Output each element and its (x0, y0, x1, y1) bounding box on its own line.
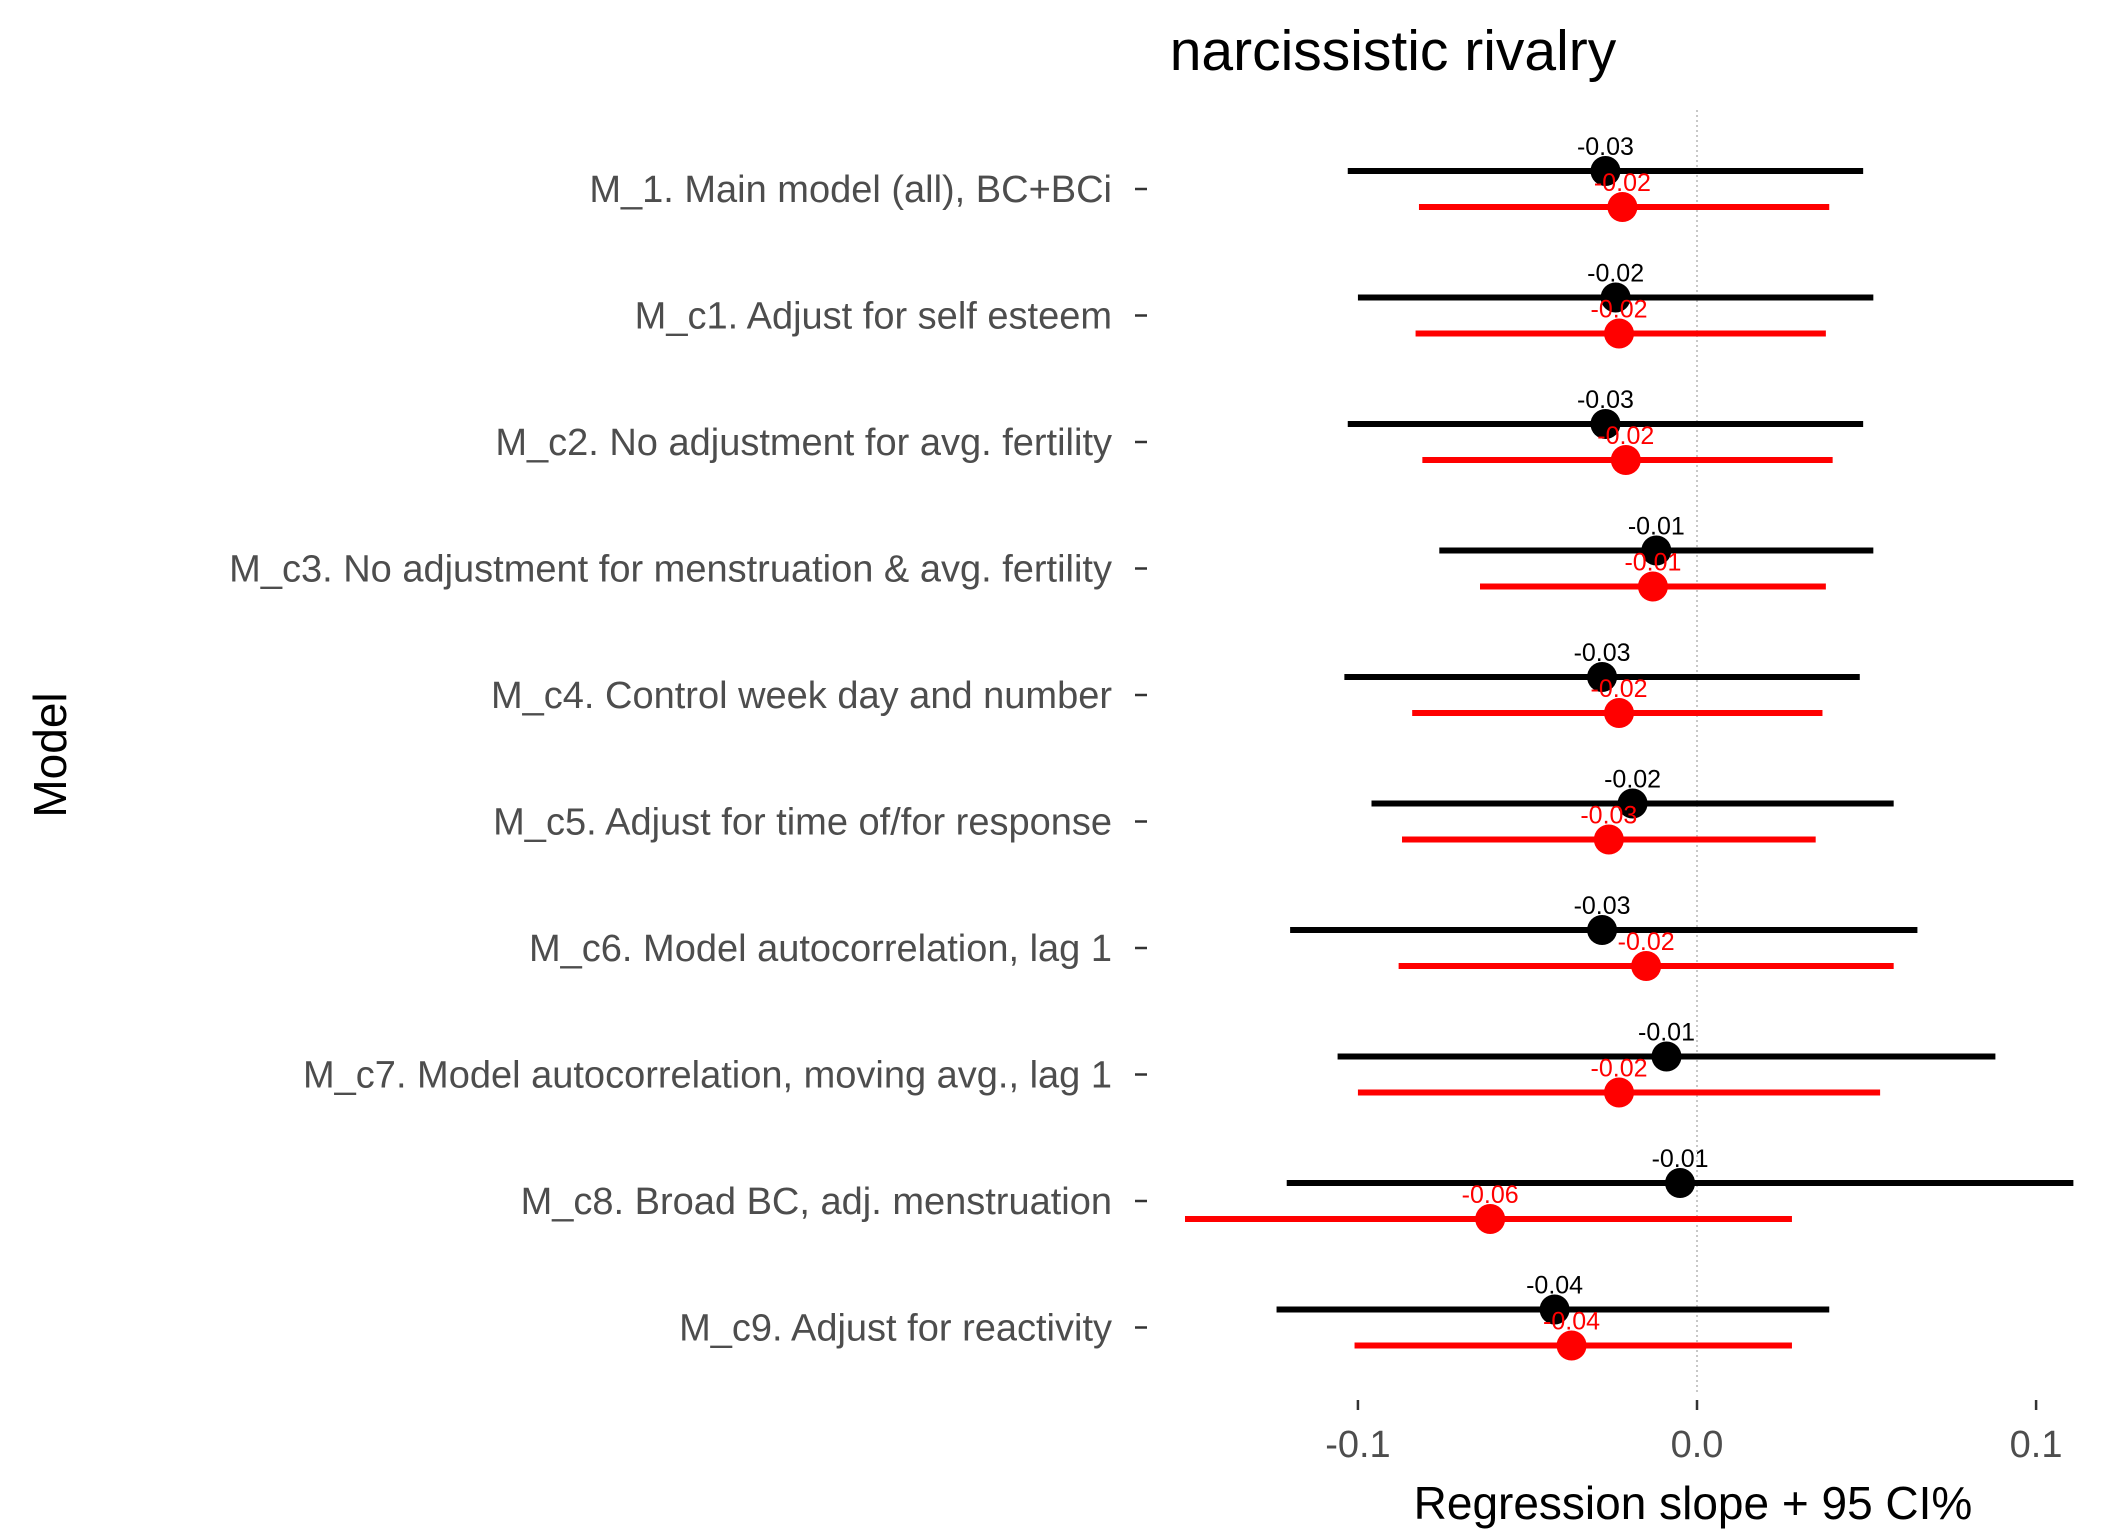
black-data-label: -0.03 (1577, 133, 1634, 161)
x-tick-label: 0.1 (2010, 1424, 2063, 1466)
red-data-label: -0.06 (1462, 1181, 1519, 1209)
red-point (1593, 824, 1624, 855)
red-data-label: -0.04 (1543, 1308, 1600, 1336)
red-point (1607, 192, 1638, 222)
black-data-label: -0.02 (1604, 766, 1661, 794)
x-tick-label: -0.1 (1325, 1424, 1390, 1466)
y-tick-label: M_1. Main model (all), BC+BCi (589, 169, 1112, 211)
red-data-label: -0.02 (1594, 169, 1651, 197)
black-data-label: -0.01 (1638, 1019, 1695, 1047)
black-point (1590, 409, 1621, 439)
black-point (1590, 156, 1621, 186)
black-data-label: -0.04 (1526, 1272, 1583, 1300)
y-tick-label: M_c4. Control week day and number (491, 675, 1112, 717)
red-data-label: -0.02 (1597, 422, 1654, 450)
y-tick-label: M_c7. Model autocorrelation, moving avg.… (303, 1055, 1112, 1097)
red-point (1631, 951, 1662, 981)
red-data-label: -0.02 (1591, 1055, 1648, 1083)
black-point (1665, 1168, 1696, 1198)
black-point (1617, 788, 1648, 819)
y-tick-label: M_c3. No adjustment for menstruation & a… (229, 549, 1112, 591)
y-tick-label: M_c1. Adjust for self esteem (635, 296, 1112, 338)
black-point (1539, 1294, 1570, 1325)
black-data-label: -0.01 (1652, 1145, 1709, 1173)
y-tick-label: M_c5. Adjust for time of/for response (493, 802, 1112, 844)
black-point (1587, 662, 1618, 692)
y-tick-label: M_c9. Adjust for reactivity (679, 1308, 1112, 1350)
black-data-label: -0.03 (1574, 892, 1631, 920)
black-point (1641, 535, 1672, 566)
black-data-label: -0.03 (1574, 639, 1631, 667)
plot-area: M_1. Main model (all), BC+BCi M_c1. Adjus… (229, 110, 2074, 1466)
black-point (1600, 282, 1631, 313)
red-data-label: -0.03 (1580, 802, 1637, 830)
chart-title: narcissistic rivalry (1170, 19, 1617, 83)
x-axis-title: Regression slope + 95 CI% (1414, 1477, 1973, 1529)
red-point (1604, 1077, 1635, 1108)
red-point (1556, 1330, 1587, 1361)
red-data-label: -0.02 (1591, 296, 1648, 324)
red-data-label: -0.02 (1591, 675, 1648, 703)
red-point (1475, 1204, 1506, 1234)
red-point (1637, 571, 1668, 602)
red-data-label: -0.02 (1618, 928, 1675, 956)
y-tick-label: M_c8. Broad BC, adj. menstruation (521, 1181, 1112, 1223)
black-point (1587, 915, 1618, 945)
y-tick-label: M_c2. No adjustment for avg. fertility (495, 422, 1112, 464)
black-data-label: -0.03 (1577, 386, 1634, 414)
black-data-label: -0.02 (1587, 260, 1644, 288)
x-tick-label: 0.0 (1671, 1424, 1724, 1466)
y-axis-title: Model (24, 692, 76, 817)
black-point (1651, 1041, 1682, 1072)
red-point (1610, 445, 1641, 475)
y-tick-label: M_c6. Model autocorrelation, lag 1 (529, 928, 1112, 970)
black-data-label: -0.01 (1628, 513, 1685, 541)
red-point (1604, 318, 1635, 349)
red-data-label: -0.01 (1624, 549, 1681, 577)
red-point (1604, 698, 1635, 728)
